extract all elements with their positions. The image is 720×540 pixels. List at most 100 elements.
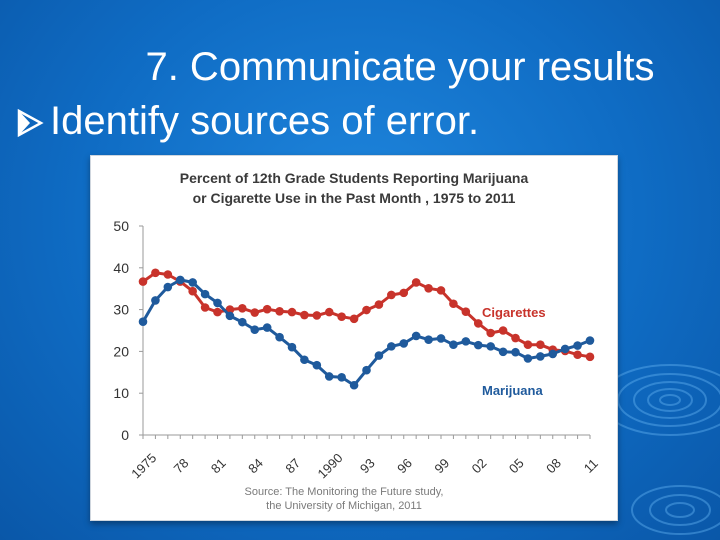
data-point-marijuana — [536, 352, 545, 361]
data-point-cigarettes — [362, 305, 371, 315]
series-label-marijuana: Marijuana — [482, 383, 543, 398]
data-point-marijuana — [337, 373, 346, 382]
data-point-marijuana — [163, 282, 173, 292]
data-point-marijuana — [213, 298, 222, 308]
data-point-marijuana — [486, 342, 495, 351]
data-point-marijuana — [461, 337, 471, 346]
y-axis: 0 10 20 30 40 50 — [113, 218, 144, 443]
x-tick-label: 1990 — [315, 450, 346, 481]
data-point-cigarettes — [424, 283, 433, 293]
data-point-cigarettes — [188, 286, 197, 296]
data-point-cigarettes — [536, 340, 545, 350]
x-tick-label: 78 — [171, 455, 192, 476]
data-point-cigarettes — [213, 307, 222, 317]
bullet-text: Identify sources of error. — [50, 99, 480, 143]
chart-container: Percent of 12th Grade Students Reporting… — [90, 155, 618, 521]
data-point-marijuana — [473, 340, 483, 350]
data-point-marijuana — [573, 341, 582, 350]
data-point-cigarettes — [523, 340, 533, 350]
data-point-cigarettes — [449, 299, 458, 309]
data-point-marijuana — [548, 349, 558, 359]
x-tick-label: 84 — [245, 455, 266, 476]
x-tick-label: 05 — [506, 455, 527, 476]
data-point-cigarettes — [511, 333, 520, 343]
data-point-cigarettes — [262, 304, 272, 314]
data-point-marijuana — [287, 342, 297, 352]
data-point-cigarettes — [300, 310, 309, 320]
y-tick-label: 0 — [121, 427, 129, 443]
data-point-marijuana — [523, 354, 533, 363]
data-point-cigarettes — [349, 314, 359, 324]
data-point-cigarettes — [275, 306, 284, 316]
data-point-marijuana — [387, 342, 396, 351]
data-point-marijuana — [362, 365, 371, 375]
x-tick-label: 96 — [394, 455, 415, 476]
line-chart: Percent of 12th Grade Students Reporting… — [113, 170, 601, 512]
data-point-marijuana — [498, 347, 508, 357]
data-point-cigarettes — [200, 303, 210, 312]
x-tick-label: 08 — [543, 455, 564, 476]
data-point-marijuana — [411, 331, 421, 341]
data-point-marijuana — [374, 351, 384, 360]
data-point-cigarettes — [250, 308, 260, 317]
data-point-marijuana — [188, 278, 197, 287]
data-point-cigarettes — [473, 319, 483, 328]
data-point-cigarettes — [436, 286, 446, 295]
x-axis: 1975 78 81 84 87 1990 93 96 99 02 05 08 11 — [128, 434, 601, 481]
data-point-cigarettes — [163, 270, 173, 279]
data-point-cigarettes — [337, 312, 346, 322]
x-tick-label: 81 — [208, 455, 229, 476]
x-tick-label: 11 — [581, 456, 601, 476]
data-point-marijuana — [511, 347, 520, 357]
data-point-cigarettes — [411, 278, 421, 287]
data-point-cigarettes — [399, 288, 409, 298]
data-point-cigarettes — [287, 307, 297, 317]
data-point-marijuana — [349, 380, 359, 390]
chart-title-line-2: or Cigarette Use in the Past Month , 197… — [193, 190, 516, 206]
data-point-cigarettes — [387, 290, 396, 300]
series-layer — [138, 268, 595, 390]
data-point-marijuana — [324, 372, 334, 381]
y-tick-label: 50 — [113, 218, 129, 234]
data-point-marijuana — [275, 332, 284, 342]
y-tick-label: 30 — [113, 302, 129, 318]
data-point-cigarettes — [486, 328, 495, 338]
data-point-cigarettes — [573, 350, 582, 360]
data-point-cigarettes — [138, 277, 148, 286]
data-point-cigarettes — [498, 326, 508, 335]
y-tick-label: 40 — [113, 260, 129, 276]
data-point-marijuana — [300, 355, 309, 365]
data-point-marijuana — [238, 317, 247, 327]
y-tick-label: 20 — [113, 343, 129, 359]
data-point-marijuana — [312, 360, 322, 370]
bullet-item: Identify sources of error. — [16, 96, 479, 146]
x-tick-label: 87 — [282, 455, 303, 476]
data-point-marijuana — [151, 296, 160, 305]
data-point-cigarettes — [324, 307, 334, 317]
data-point-marijuana — [585, 336, 595, 345]
x-tick-label: 93 — [357, 455, 378, 476]
data-point-marijuana — [175, 275, 185, 285]
data-point-cigarettes — [238, 304, 247, 313]
data-point-marijuana — [436, 334, 446, 343]
data-point-cigarettes — [312, 311, 322, 320]
series-label-cigarettes: Cigarettes — [482, 305, 546, 320]
data-point-cigarettes — [151, 268, 160, 278]
source-line-2: the University of Michigan, 2011 — [266, 500, 422, 512]
x-tick-label: 02 — [469, 455, 490, 476]
source-line-1: Source: The Monitoring the Future study, — [245, 486, 444, 498]
chart-title-line-1: Percent of 12th Grade Students Reporting… — [180, 170, 529, 186]
y-tick-label: 10 — [113, 385, 129, 401]
x-tick-label: 99 — [431, 455, 452, 476]
data-point-marijuana — [560, 344, 570, 354]
data-point-marijuana — [399, 339, 409, 348]
data-point-marijuana — [138, 317, 148, 327]
slide-title: 7. Communicate your results — [145, 45, 655, 89]
data-point-marijuana — [424, 335, 433, 344]
data-point-marijuana — [449, 340, 458, 350]
data-point-marijuana — [225, 311, 235, 321]
x-tick-label: 1975 — [128, 450, 159, 481]
data-point-cigarettes — [461, 307, 471, 316]
data-point-cigarettes — [374, 300, 384, 309]
arrow-bullet-icon — [17, 109, 44, 138]
